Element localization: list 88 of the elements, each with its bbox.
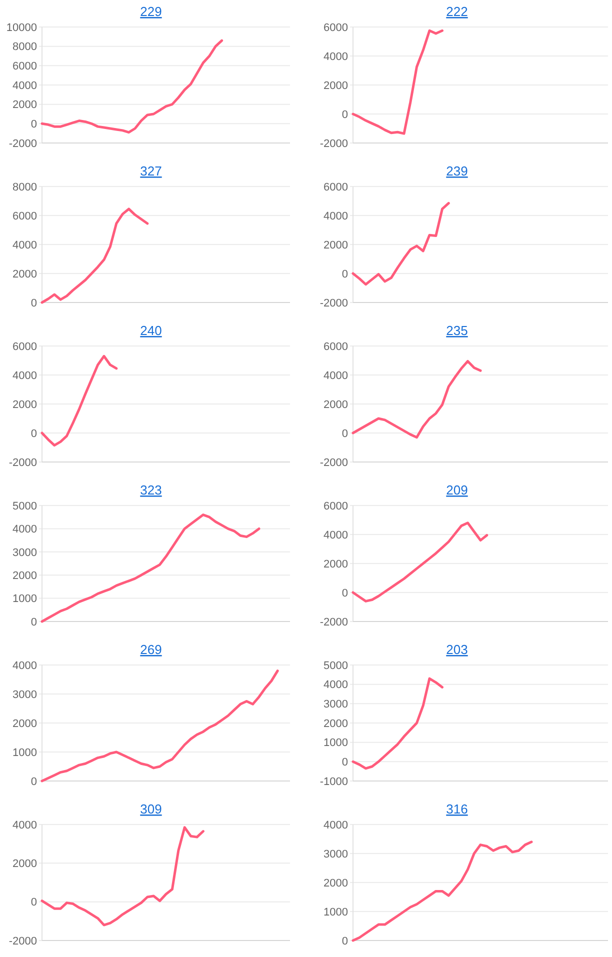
chart-title: 269 <box>140 642 162 657</box>
y-tick-label: 4000 <box>324 529 348 542</box>
y-tick-label: 2000 <box>12 99 37 112</box>
y-tick-label: 6000 <box>324 181 348 194</box>
y-tick-label: 5000 <box>12 500 37 512</box>
chart-title: 235 <box>446 323 468 338</box>
y-tick-label: 2000 <box>324 398 348 411</box>
line-series <box>40 826 204 926</box>
y-tick-label: 2000 <box>12 398 37 411</box>
y-tick-label: -2000 <box>320 456 348 469</box>
y-tick-label: -2000 <box>320 138 348 150</box>
line-series <box>352 677 444 770</box>
y-tick-label: 2000 <box>324 80 348 92</box>
y-tick-label: 1000 <box>324 737 348 750</box>
y-tick-label: 4000 <box>12 819 37 832</box>
y-tick-label: 2000 <box>12 570 37 582</box>
y-tick-label: 2000 <box>324 718 348 730</box>
y-tick-label: 0 <box>30 896 37 909</box>
line-series <box>40 208 149 304</box>
line-series <box>40 670 279 782</box>
y-tick-label: 0 <box>30 776 37 788</box>
line-series <box>40 354 118 447</box>
line-series <box>352 840 533 942</box>
y-tick-label: 0 <box>342 756 348 769</box>
y-tick-label: 0 <box>342 935 348 948</box>
y-tick-label: 4000 <box>324 370 348 382</box>
y-tick-label: 0 <box>30 616 37 628</box>
y-tick-label: 6000 <box>12 340 37 353</box>
y-tick-label: 4000 <box>12 239 37 252</box>
y-tick-label: 2000 <box>324 877 348 890</box>
y-tick-label: 2000 <box>324 558 348 570</box>
y-tick-label: 4000 <box>12 524 37 536</box>
y-tick-label: 0 <box>342 428 348 440</box>
y-tick-label: 2000 <box>12 718 37 730</box>
y-tick-label: 0 <box>30 297 37 310</box>
y-tick-label: 6000 <box>324 340 348 353</box>
line-series <box>352 360 482 439</box>
y-tick-label: 0 <box>342 108 348 121</box>
chart-title: 327 <box>140 164 162 178</box>
y-tick-label: 6000 <box>12 210 37 222</box>
y-tick-label: 0 <box>30 118 37 131</box>
y-tick-label: 4000 <box>324 50 348 63</box>
chart-title: 222 <box>446 4 468 19</box>
chart-title: 229 <box>140 4 162 19</box>
line-series <box>40 39 224 134</box>
chart-title: 323 <box>140 482 162 498</box>
line-series <box>352 29 444 135</box>
y-tick-label: 8000 <box>12 41 37 54</box>
line-series <box>40 514 260 623</box>
y-tick-label: 3000 <box>12 688 37 701</box>
y-tick-label: 5000 <box>324 660 348 672</box>
y-tick-label: 4000 <box>324 210 348 222</box>
y-tick-label: 4000 <box>12 370 37 382</box>
y-tick-label: 3000 <box>12 546 37 559</box>
y-tick-label: 4000 <box>12 80 37 92</box>
y-tick-label: 4000 <box>324 819 348 832</box>
y-tick-label: 2000 <box>324 239 348 252</box>
y-tick-label: 2000 <box>12 858 37 870</box>
y-tick-label: 1000 <box>12 593 37 606</box>
line-series <box>352 522 488 602</box>
y-tick-label: 8000 <box>12 181 37 194</box>
y-tick-label: 3000 <box>324 848 348 860</box>
chart-title: 239 <box>446 164 468 178</box>
line-series <box>352 202 450 286</box>
chart-title: 316 <box>446 802 468 816</box>
chart-title: 309 <box>140 802 162 816</box>
y-tick-label: 10000 <box>6 22 37 34</box>
y-tick-label: 0 <box>342 587 348 600</box>
y-tick-label: -2000 <box>8 935 37 948</box>
y-tick-label: 1000 <box>12 746 37 759</box>
chart-title: 209 <box>446 482 468 498</box>
y-tick-label: 0 <box>342 268 348 280</box>
y-tick-label: 0 <box>30 428 37 440</box>
y-tick-label: -2000 <box>8 456 37 469</box>
y-tick-label: 3000 <box>324 698 348 711</box>
chart-title: 240 <box>140 323 162 338</box>
y-tick-label: 1000 <box>324 906 348 918</box>
y-tick-label: -2000 <box>320 616 348 628</box>
y-tick-label: 4000 <box>324 679 348 692</box>
y-tick-label: 6000 <box>324 500 348 512</box>
y-tick-label: 6000 <box>12 60 37 73</box>
y-tick-label: 4000 <box>12 660 37 672</box>
y-tick-label: -2000 <box>8 138 37 150</box>
y-tick-label: 2000 <box>12 268 37 280</box>
y-tick-label: 6000 <box>324 22 348 34</box>
y-tick-label: -2000 <box>320 297 348 310</box>
chart-title: 203 <box>446 642 468 657</box>
y-tick-label: -1000 <box>320 776 348 788</box>
